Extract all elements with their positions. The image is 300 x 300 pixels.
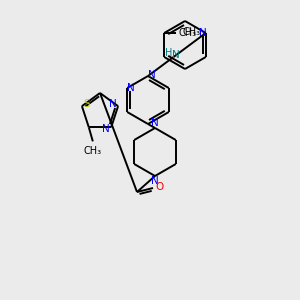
Text: N: N: [109, 99, 117, 109]
Text: CH₃: CH₃: [178, 28, 196, 38]
Text: N: N: [151, 118, 159, 128]
Text: N: N: [102, 124, 110, 134]
Text: S: S: [84, 99, 90, 109]
Text: O: O: [155, 182, 163, 192]
Text: N: N: [199, 28, 207, 38]
Text: H: H: [165, 49, 172, 58]
Text: N: N: [148, 70, 156, 80]
Text: N: N: [127, 83, 135, 93]
Text: N: N: [151, 176, 159, 186]
Text: N: N: [172, 50, 180, 59]
Text: CH₃: CH₃: [84, 146, 102, 156]
Text: CH₃: CH₃: [182, 27, 200, 37]
